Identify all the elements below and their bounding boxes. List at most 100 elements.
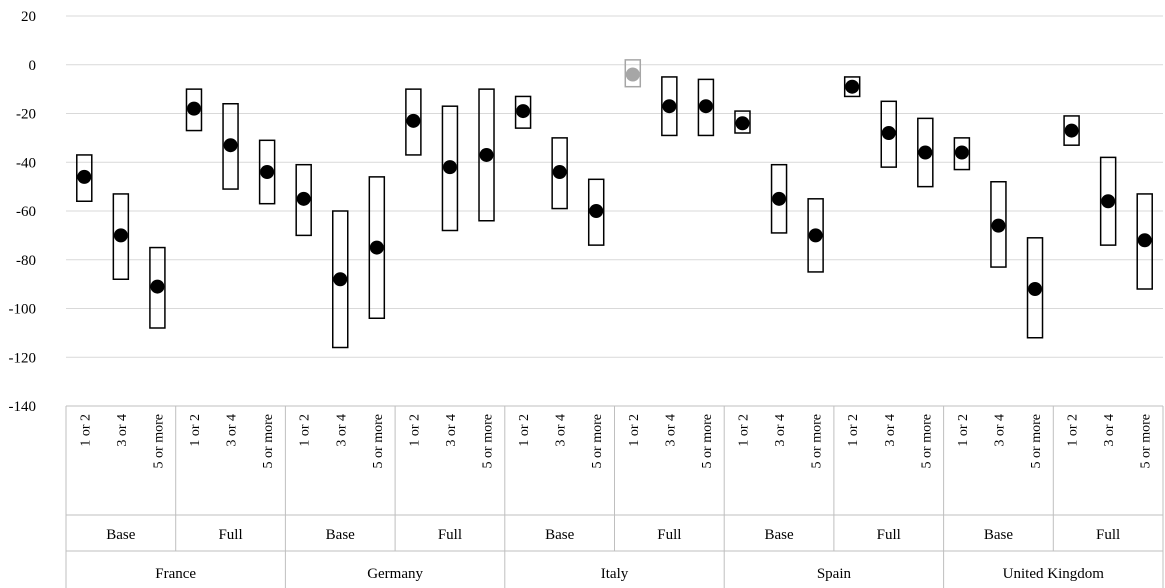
range-bar xyxy=(990,181,1007,268)
point-marker xyxy=(77,169,92,184)
category-label: 1 or 2 xyxy=(78,414,93,447)
point-marker xyxy=(589,204,604,218)
country-label: Germany xyxy=(367,566,423,582)
group-label: Base xyxy=(984,527,1014,543)
point-marker xyxy=(186,101,201,116)
point-marker xyxy=(442,160,457,175)
range-bar xyxy=(917,117,934,188)
point-marker xyxy=(845,79,860,94)
category-label: 1 or 2 xyxy=(517,414,532,447)
range-bar xyxy=(112,193,130,280)
group-label: Base xyxy=(764,527,794,543)
range-bar xyxy=(332,210,349,349)
range-bar xyxy=(185,88,203,132)
category-label: 5 or more xyxy=(810,414,825,468)
point-marker xyxy=(296,191,311,206)
group-label: Full xyxy=(218,527,242,543)
category-label: 3 or 4 xyxy=(773,414,788,447)
group-label: Full xyxy=(1096,527,1120,543)
y-tick-label: -80 xyxy=(16,253,36,269)
point-marker xyxy=(260,165,275,179)
group-label: Base xyxy=(545,527,575,543)
range-bar xyxy=(295,163,312,237)
category-label: 5 or more xyxy=(371,414,386,468)
y-tick-label: -20 xyxy=(16,107,36,123)
y-tick-label: -40 xyxy=(16,155,36,171)
category-label: 5 or more xyxy=(590,414,605,468)
range-bar xyxy=(405,88,422,156)
point-marker xyxy=(369,240,384,255)
category-label: 1 or 2 xyxy=(298,414,313,447)
category-label: 1 or 2 xyxy=(1066,414,1081,447)
category-label: 1 or 2 xyxy=(407,414,422,447)
range-bar xyxy=(478,88,495,222)
category-label: 1 or 2 xyxy=(188,414,203,447)
category-label: 3 or 4 xyxy=(1102,414,1117,447)
range-bar xyxy=(1136,193,1153,290)
point-marker xyxy=(333,272,348,287)
range-bar xyxy=(551,137,568,210)
point-marker xyxy=(662,99,677,114)
category-label: 5 or more xyxy=(151,414,166,468)
category-label: 3 or 4 xyxy=(115,414,130,447)
category-label: 5 or more xyxy=(700,414,715,468)
country-label: France xyxy=(155,566,196,582)
category-label: 5 or more xyxy=(261,414,276,468)
country-label: United Kingdom xyxy=(1003,566,1105,582)
range-bar xyxy=(76,154,93,202)
category-label: 3 or 4 xyxy=(444,414,459,447)
category-label: 5 or more xyxy=(481,414,496,468)
category-label: 5 or more xyxy=(1139,414,1154,468)
category-label: 3 or 4 xyxy=(663,414,678,447)
point-marker xyxy=(1101,194,1116,209)
category-label: 5 or more xyxy=(919,414,934,468)
range-bar xyxy=(149,246,166,329)
category-label: 5 or more xyxy=(1029,414,1044,468)
category-label: 3 or 4 xyxy=(225,414,240,447)
y-tick-label: 20 xyxy=(21,9,36,25)
y-tick-label: -120 xyxy=(9,350,37,366)
range-bar xyxy=(807,198,824,273)
y-tick-label: -140 xyxy=(9,399,37,415)
category-label: 3 or 4 xyxy=(554,414,569,447)
point-marker xyxy=(1137,233,1152,248)
category-label: 3 or 4 xyxy=(992,414,1007,447)
point-marker xyxy=(516,104,531,119)
point-marker xyxy=(991,218,1006,233)
range-bar xyxy=(222,103,239,190)
y-tick-label: -100 xyxy=(9,302,37,318)
category-label: 1 or 2 xyxy=(956,414,971,447)
group-label: Full xyxy=(657,527,681,543)
range-bar xyxy=(368,176,386,319)
group-label: Full xyxy=(438,527,462,543)
point-marker xyxy=(1028,282,1043,296)
range-bar xyxy=(953,137,971,171)
range-bar xyxy=(880,100,897,168)
point-marker xyxy=(625,67,640,82)
range-bar xyxy=(587,178,605,246)
category-label: 1 or 2 xyxy=(846,414,861,447)
category-label: 3 or 4 xyxy=(883,414,898,447)
point-marker xyxy=(808,228,823,243)
point-marker xyxy=(918,145,933,160)
point-marker xyxy=(479,147,494,162)
range-bar xyxy=(770,163,788,234)
category-label: 1 or 2 xyxy=(627,414,642,447)
category-label: 1 or 2 xyxy=(736,414,751,447)
country-label: Spain xyxy=(817,566,852,582)
point-marker xyxy=(150,279,165,294)
range-bar xyxy=(843,76,861,98)
y-tick-label: 0 xyxy=(29,58,37,74)
y-tick-label: -60 xyxy=(16,204,36,220)
range-bar xyxy=(1063,115,1080,146)
range-bar xyxy=(661,76,678,137)
group-label: Full xyxy=(877,527,901,543)
range-bar xyxy=(514,95,532,129)
point-marker xyxy=(406,113,421,128)
range-bar xyxy=(258,139,276,205)
category-label: 3 or 4 xyxy=(334,414,349,447)
group-label: Base xyxy=(326,527,356,543)
point-marker xyxy=(772,191,787,206)
range-bar xyxy=(1026,237,1044,339)
